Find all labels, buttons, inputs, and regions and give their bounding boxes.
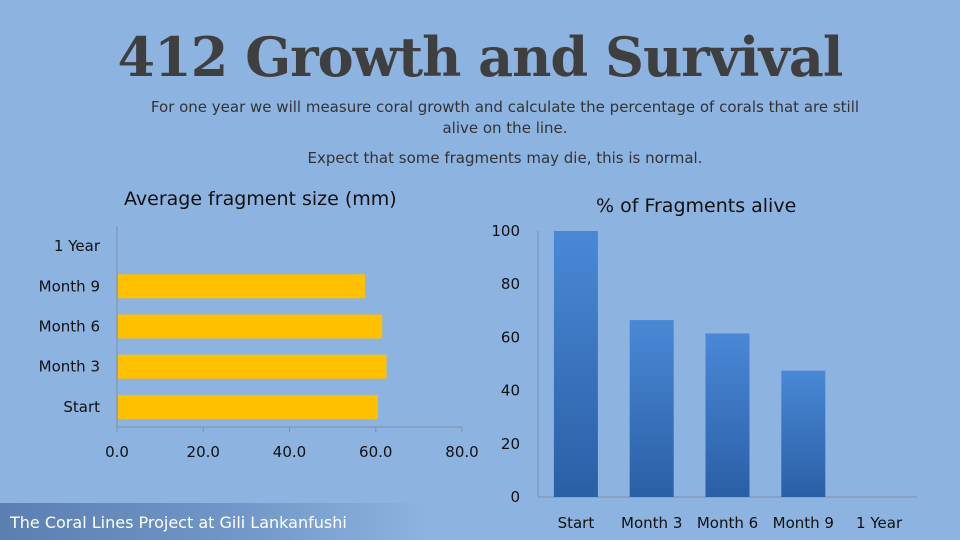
size-x-tick-label: 80.0 bbox=[445, 443, 478, 461]
alive-bar bbox=[705, 333, 750, 497]
size-category-label: Month 3 bbox=[39, 358, 100, 376]
size-x-tick-label: 40.0 bbox=[273, 443, 306, 461]
alive-y-tick-label: 60 bbox=[501, 328, 520, 346]
size-category-label: Month 9 bbox=[39, 277, 100, 295]
slide-title: 412 Growth and Survival bbox=[117, 25, 844, 89]
alive-y-tick-label: 100 bbox=[491, 222, 520, 240]
size-bar bbox=[118, 354, 387, 379]
alive-category-label: Start bbox=[558, 514, 595, 532]
footer-text: The Coral Lines Project at Gili Lankanfu… bbox=[10, 513, 347, 532]
alive-bar bbox=[629, 320, 674, 497]
size-category-label: Start bbox=[63, 398, 100, 416]
alive-bar bbox=[781, 370, 826, 497]
alive-y-tick-label: 20 bbox=[501, 435, 520, 453]
alive-category-label: 1 Year bbox=[856, 514, 903, 532]
alive-y-tick-label: 80 bbox=[501, 275, 520, 293]
size-chart-title: Average fragment size (mm) bbox=[124, 188, 397, 210]
size-x-tick-label: 60.0 bbox=[359, 443, 392, 461]
size-x-tick-label: 20.0 bbox=[187, 443, 220, 461]
size-category-label: 1 Year bbox=[54, 237, 101, 255]
alive-chart-title: % of Fragments alive bbox=[596, 195, 797, 217]
alive-category-label: Month 6 bbox=[697, 514, 758, 532]
size-bar bbox=[118, 314, 383, 339]
alive-y-tick-label: 0 bbox=[510, 488, 520, 506]
subtitle-line-2: Expect that some fragments may die, this… bbox=[307, 149, 703, 167]
size-category-label: Month 6 bbox=[39, 318, 100, 336]
alive-category-label: Month 9 bbox=[773, 514, 834, 532]
alive-y-tick-label: 40 bbox=[501, 382, 520, 400]
alive-bar bbox=[553, 231, 598, 497]
alive-category-label: Month 3 bbox=[621, 514, 682, 532]
size-bar bbox=[118, 274, 365, 299]
size-x-tick-label: 0.0 bbox=[105, 443, 129, 461]
subtitle-line-1: For one year we will measure coral growt… bbox=[150, 98, 860, 137]
size-bar bbox=[118, 394, 378, 419]
footer-banner: The Coral Lines Project at Gili Lankanfu… bbox=[0, 503, 430, 540]
